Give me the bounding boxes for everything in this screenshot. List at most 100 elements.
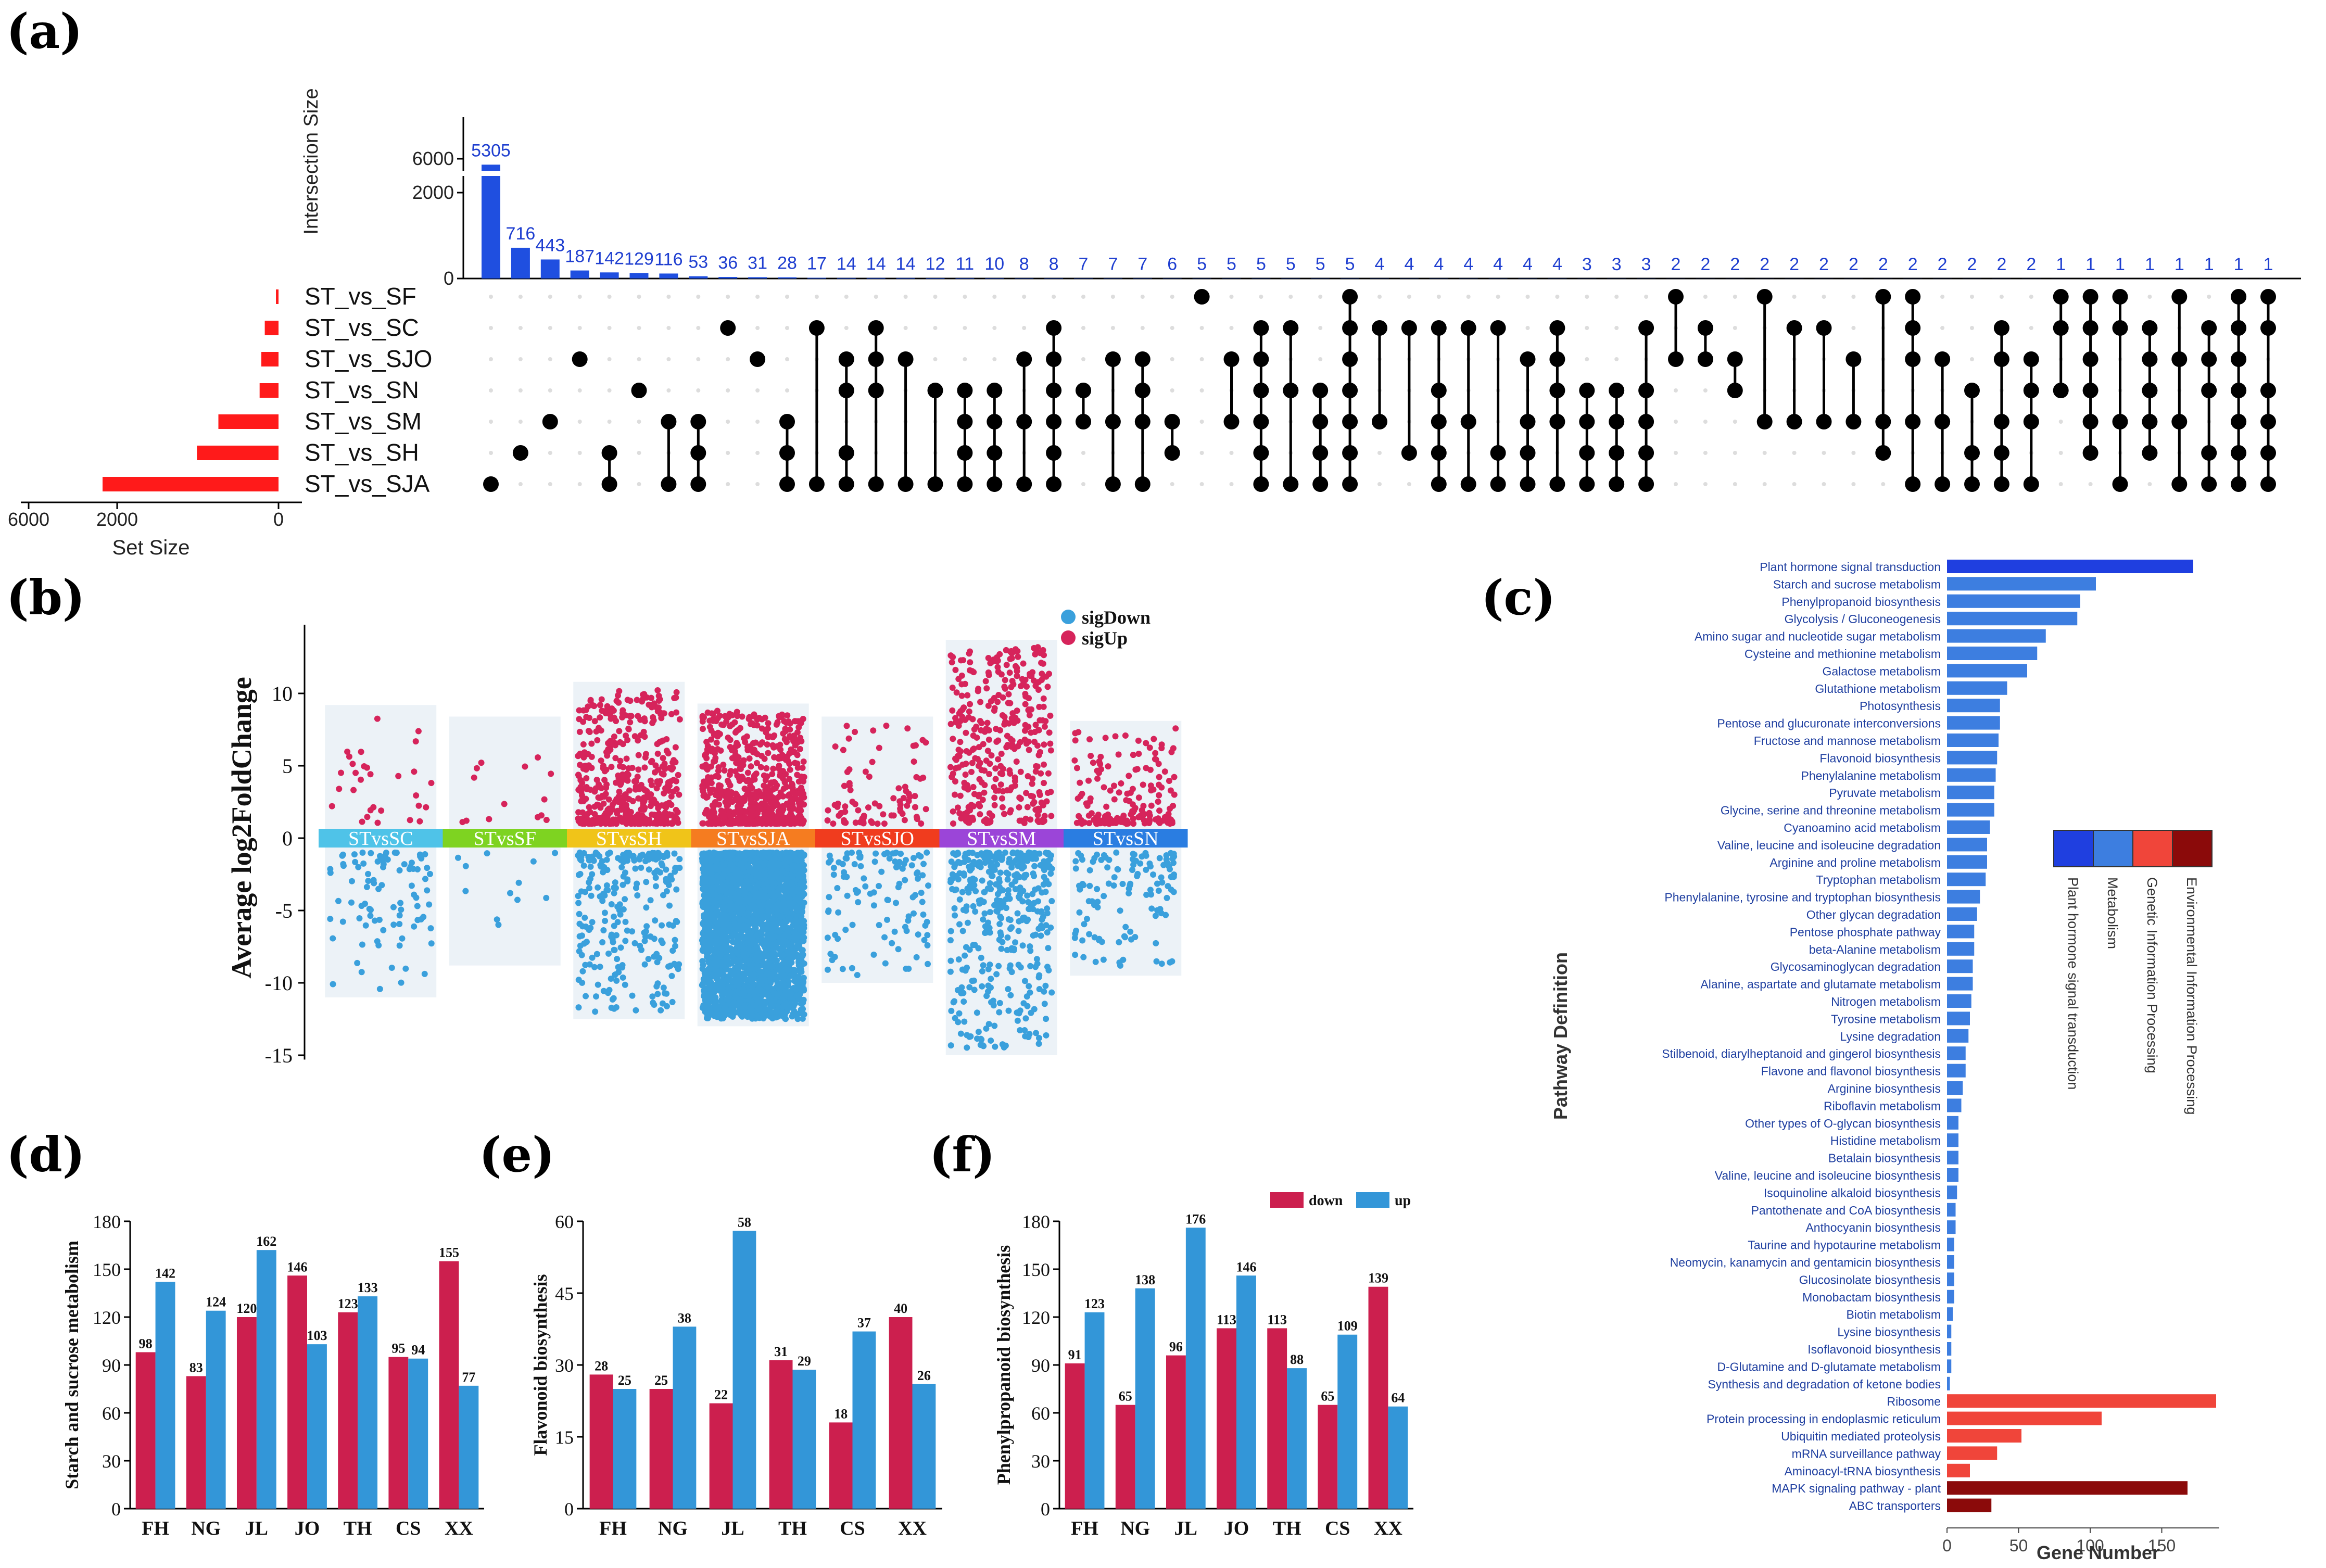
down-point [418,855,425,862]
up-point [634,774,641,780]
up-point [473,765,480,772]
down-point [642,858,649,865]
up-point [727,782,734,789]
up-point [788,749,795,755]
combo-dot-empty [726,482,730,486]
down-point [792,953,799,960]
down-point [655,854,662,861]
down-point [660,984,667,991]
down-point [725,996,732,1003]
up-point [797,803,803,810]
combo-dot-empty [755,388,760,393]
down-point [794,1016,801,1022]
combo-dot-empty [607,357,612,361]
up-point [350,787,357,793]
intersection-label: 5 [1197,255,1207,274]
down-point [411,891,418,898]
up-point [775,818,781,825]
up-point [580,718,587,725]
combo-dot-empty [1733,451,1737,455]
down-point [622,938,629,944]
down-point [713,948,720,955]
up-point [648,694,654,701]
down-point [663,878,669,885]
down-point [721,911,728,918]
down-point [782,1016,789,1022]
combo-dot-empty [666,295,671,299]
down-point [744,1014,751,1020]
down-point [704,927,711,934]
down-point [368,850,374,856]
down-point [751,897,757,904]
up-point [790,805,797,812]
combo-dot-empty [666,326,671,330]
up-point [740,762,747,768]
down-point [669,922,676,929]
up-point [607,738,614,744]
up-point [501,801,508,807]
combo-dot-empty [607,388,612,393]
category-background [821,716,933,983]
down-point [700,962,706,968]
down-point [772,933,778,940]
down-point [589,954,596,961]
down-point [751,971,757,978]
down-point [575,893,582,900]
combo-dot-empty [1733,420,1737,424]
up-point [611,734,617,740]
down-point [643,923,650,930]
up-point [746,714,753,720]
combo-dot-empty [1674,451,1678,455]
down-point [768,998,775,1005]
combo-dot-filled [572,351,588,367]
down-point [658,1007,664,1014]
intersection-label: 5 [1345,255,1355,274]
combo-dot-empty [1674,388,1678,393]
down-point [396,867,403,874]
down-point [401,861,408,868]
up-point [641,798,648,804]
up-point [777,741,783,748]
intersection-label: 5 [1286,255,1296,274]
up-point [718,807,725,814]
down-point [714,977,721,984]
up-point [792,738,799,744]
down-point [579,968,586,975]
combo-dot-empty [518,420,523,424]
combo-dot-empty [726,451,730,455]
down-point [600,927,607,934]
combo-dot-empty [1318,357,1323,361]
down-point [657,869,664,876]
panel-label-e: (e) [479,1127,555,1183]
down-point [393,850,400,856]
down-point [749,1012,756,1019]
combo-dot-empty [726,295,730,299]
combo-dot-filled [1194,289,1210,305]
down-point [614,956,621,963]
combo-dot-empty [518,326,523,330]
intersection-bar [629,273,649,279]
down-point [396,921,403,928]
down-point [718,951,725,958]
down-point [515,879,522,886]
down-point [612,879,618,886]
up-point [774,801,781,808]
down-point [769,927,776,933]
down-point [495,921,502,928]
up-point [627,698,634,704]
combo-dot-empty [518,295,523,299]
intersection-label: 142 [595,248,624,268]
up-point [741,786,748,792]
up-point [357,776,364,783]
combo-dot-empty [637,326,641,330]
combo-dot-empty [1288,295,1293,299]
up-point [718,721,725,728]
combo-dot-empty [1110,295,1115,299]
down-point [726,867,732,874]
up-point [789,818,796,825]
down-point [672,937,678,943]
down-point [739,926,745,933]
down-point [732,922,739,929]
down-point [746,885,753,892]
down-point [754,963,761,969]
